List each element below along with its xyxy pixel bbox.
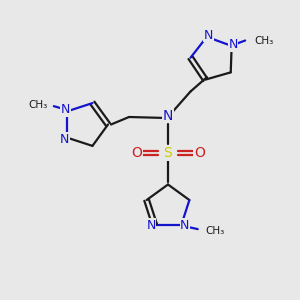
Text: N: N (163, 109, 173, 122)
Text: O: O (194, 146, 205, 160)
Text: CH₃: CH₃ (205, 226, 224, 236)
Text: N: N (60, 133, 69, 146)
Text: CH₃: CH₃ (28, 100, 48, 110)
Text: N: N (204, 29, 213, 42)
Text: N: N (146, 219, 156, 232)
Text: O: O (131, 146, 142, 160)
Text: N: N (61, 103, 70, 116)
Text: S: S (164, 146, 172, 160)
Text: N: N (180, 219, 190, 232)
Text: N: N (229, 38, 238, 51)
Text: CH₃: CH₃ (254, 35, 273, 46)
